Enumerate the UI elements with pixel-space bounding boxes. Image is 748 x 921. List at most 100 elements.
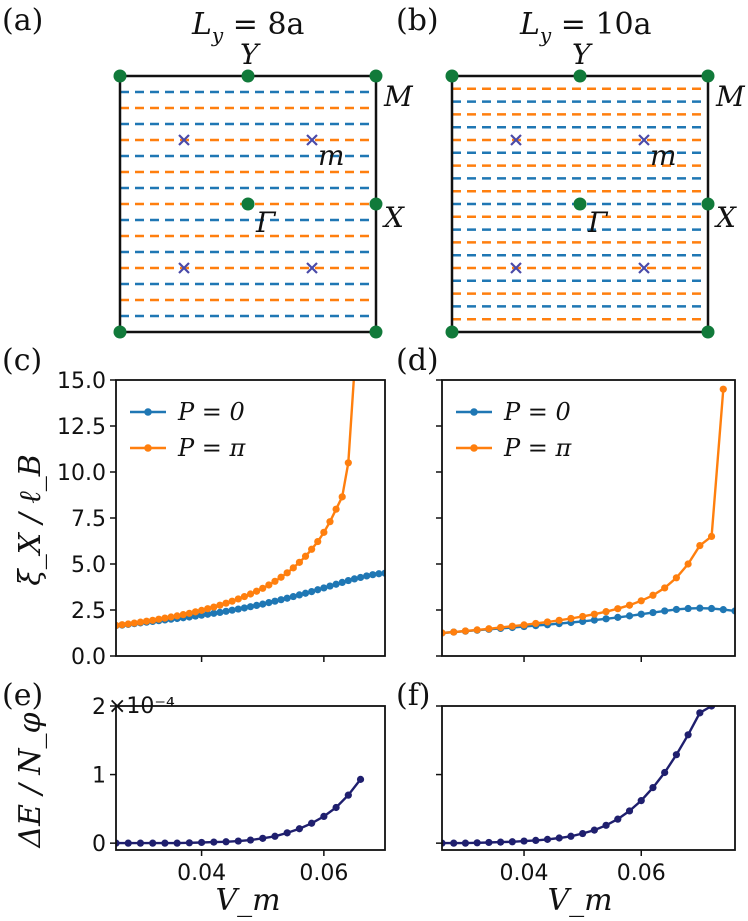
ytick-label-c-3: 7.5	[71, 507, 106, 532]
x-axis-label-e: V_m	[215, 883, 280, 918]
bz-point-b-5	[445, 325, 459, 339]
point-c-0-43	[375, 570, 383, 578]
point-d-1-19	[661, 584, 669, 592]
point-c-0-35	[326, 582, 334, 590]
point-d-1-20	[672, 574, 681, 582]
point-e-0-5	[173, 839, 181, 847]
point-c-0-16	[210, 609, 218, 617]
point-f-0-18	[649, 784, 657, 792]
point-d-1-1	[450, 628, 458, 636]
title-b: Ly = 10a	[519, 7, 652, 47]
point-c-0-23	[253, 601, 261, 610]
ytick-label-e-2: 2	[92, 695, 106, 720]
m-point-cross-a-2	[178, 262, 190, 274]
point-c-0-27	[277, 596, 285, 604]
xtick-label-e-0: 0.04	[177, 861, 226, 886]
point-f-0-14	[602, 821, 610, 829]
point-e-0-9	[222, 838, 230, 846]
point-c-1-22	[246, 590, 255, 598]
point-c-1-13	[191, 608, 200, 616]
point-c-1-21	[240, 592, 248, 601]
axes-frame-e	[115, 705, 386, 851]
point-f-0-4	[485, 838, 493, 847]
point-d-0-22	[696, 604, 704, 612]
brillouin-zone-a: Y M X Γm	[113, 38, 414, 339]
bz-label-x-b: X	[714, 201, 737, 234]
point-e-0-17	[320, 812, 328, 821]
point-d-0-23	[707, 604, 716, 613]
point-f-0-7	[520, 837, 528, 845]
point-d-1-2	[461, 627, 470, 635]
bz-point-a-3	[369, 197, 383, 211]
series-line-e-0	[116, 778, 362, 845]
point-c-1-23	[253, 587, 261, 595]
point-d-1-3	[473, 626, 481, 634]
bz-point-b-6	[701, 325, 715, 339]
point-c-0-19	[228, 606, 236, 614]
m-point-cross-a-0	[178, 134, 190, 146]
ytick-label-c-2: 5.0	[71, 553, 106, 578]
point-c-1-41	[363, 358, 370, 365]
point-c-1-28	[283, 569, 291, 577]
point-e-0-4	[161, 839, 169, 847]
point-e-0-3	[149, 839, 157, 847]
bz-point-b-0	[445, 69, 459, 83]
panel-label-c: (c)	[2, 343, 42, 378]
point-c-1-33	[314, 537, 322, 546]
point-d-1-18	[649, 591, 657, 599]
bz-point-a-2	[369, 69, 383, 83]
bz-label-y-b: Y	[572, 38, 593, 71]
bz-label-y-a: Y	[240, 38, 261, 71]
legend-entry-d-p0: P = 0	[503, 398, 571, 426]
point-c-1-11	[179, 611, 187, 619]
point-c-1-6	[149, 616, 157, 624]
point-f-0-2	[461, 839, 470, 847]
point-c-1-16	[210, 603, 218, 611]
point-d-0-24	[719, 606, 727, 614]
point-c-1-15	[204, 605, 212, 613]
point-c-0-42	[369, 571, 377, 579]
point-d-1-23	[707, 532, 716, 541]
chart-panel-f: 0.04 0.06	[436, 705, 736, 886]
bz-point-a-6	[369, 325, 383, 339]
point-d-0-19	[661, 607, 669, 615]
point-c-1-37	[338, 493, 346, 501]
bz-label-m-corner-b: M	[715, 80, 746, 113]
brillouin-zone-b: Y M X Γm	[445, 38, 746, 339]
ytick-label-e-0: 0	[92, 832, 106, 857]
bz-point-a-0	[113, 69, 127, 83]
point-e-0-10	[234, 837, 242, 845]
point-c-1-31	[301, 552, 310, 560]
bz-point-b-4	[573, 197, 587, 211]
point-d-0-18	[649, 608, 657, 617]
y-axis-label-xi: ξ_X / ℓ_B	[13, 454, 48, 586]
point-c-1-2	[124, 620, 132, 628]
m-point-cross-b-3	[638, 262, 650, 274]
axes-frame-d	[441, 379, 736, 657]
bz-label-gamma-b: Γ	[587, 206, 609, 239]
point-c-1-27	[277, 573, 285, 581]
point-c-1-14	[197, 606, 206, 614]
point-d-0-15	[614, 613, 622, 621]
point-d-1-14	[602, 608, 610, 616]
point-c-0-26	[271, 597, 279, 605]
point-c-1-25	[265, 581, 273, 589]
point-f-0-16	[625, 807, 634, 815]
point-e-0-18	[332, 803, 340, 812]
bz-point-b-3	[701, 197, 715, 211]
chart-panel-c: 0.0 2.5 5.0 7.5 10.0 12.5 15.0 P = 0 P = π	[57, 358, 386, 670]
point-c-0-38	[344, 576, 352, 585]
ytick-label-c-6: 15.0	[57, 369, 106, 394]
point-d-1-22	[696, 542, 704, 550]
point-d-1-4	[485, 625, 493, 633]
point-f-0-8	[532, 836, 540, 845]
legend-d: P = 0 P = π	[456, 398, 573, 462]
point-c-0-21	[240, 604, 248, 612]
panel-label-f: (f)	[396, 678, 431, 713]
point-f-0-10	[555, 834, 563, 842]
point-d-0-17	[637, 610, 645, 618]
point-e-0-2	[136, 839, 145, 847]
point-c-1-10	[173, 612, 181, 620]
point-d-1-21	[684, 560, 692, 568]
point-c-0-28	[283, 594, 291, 602]
